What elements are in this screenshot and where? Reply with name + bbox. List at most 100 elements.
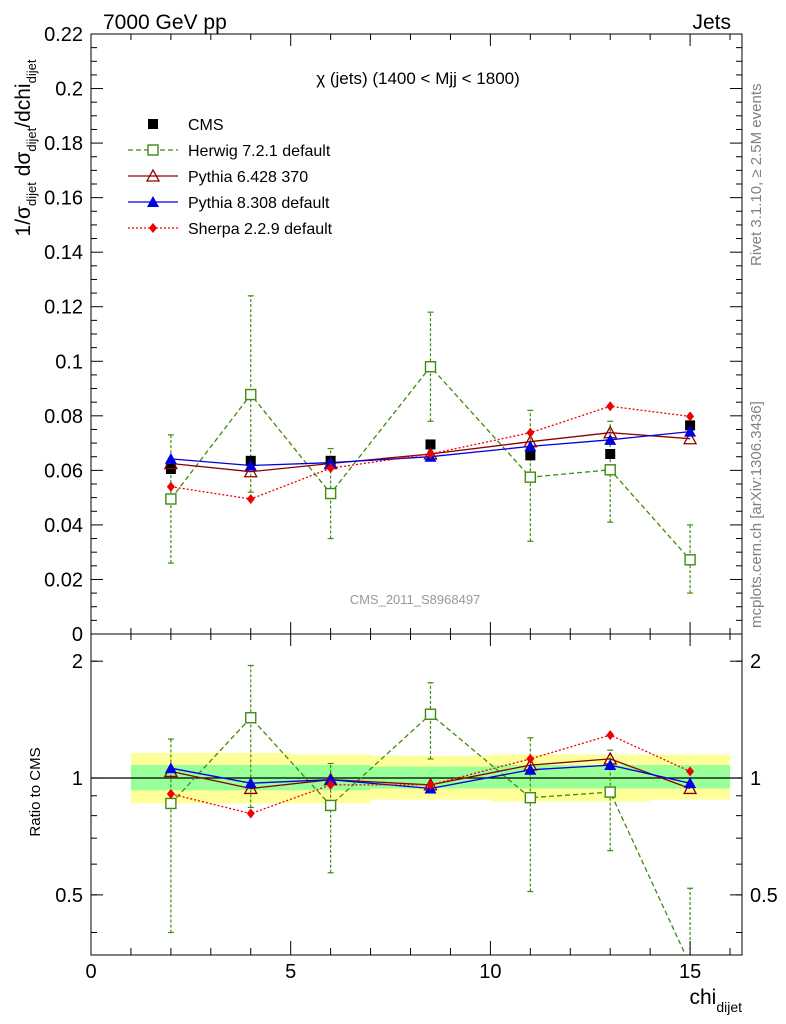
- ratio-point-pythia-8-308-default: [604, 759, 617, 771]
- x-tick-label: 0: [85, 961, 96, 983]
- ratio-point-sherpa-2-2-9-default: [686, 766, 695, 777]
- y-tick-label: 0.18: [44, 133, 83, 155]
- ratio-point-herwig-7-2-1-default: [524, 791, 537, 804]
- main-point-sherpa-2-2-9-default: [526, 427, 535, 438]
- main-point-pythia-8-308-default: [684, 425, 697, 437]
- y-tick-label: 0.04: [44, 515, 83, 537]
- ratio-point-sherpa-2-2-9-default: [326, 779, 335, 790]
- ratio-point-sherpa-2-2-9-default: [606, 730, 615, 741]
- ratio-y-tick-label-right: 1: [750, 768, 761, 790]
- stat-uncertainty-band: [650, 765, 731, 789]
- rivet-label: Rivet 3.1.10, ≥ 2.5M events: [748, 84, 765, 267]
- x-axis-label-part: dijet: [716, 999, 742, 1015]
- analysis-watermark: CMS_2011_S8968497: [350, 592, 481, 607]
- legend-marker: [147, 196, 159, 207]
- ratio-point-pythia-8-308-default: [244, 777, 257, 789]
- main-point-sherpa-2-2-9-default: [166, 481, 175, 492]
- ratio-y-tick-label-right: 0.5: [750, 885, 778, 907]
- y-tick-label: 0: [72, 624, 83, 646]
- mcplots-label: mcplots.cern.ch [arXiv:1306.3436]: [748, 401, 765, 628]
- ratio-panel: 0.5 0.5 1 1 2 2 0 5 10 15 Ratio to CMS chidijet: [27, 633, 778, 1015]
- y-axis-label-part: /dchi: [12, 83, 35, 127]
- legend-label: Sherpa 2.2.9 default: [188, 221, 333, 238]
- legend-label: CMS: [188, 117, 224, 134]
- x-axis-label-part: chi: [689, 986, 716, 1009]
- legend: CMS Herwig 7.2.1 default Pythia 6.428 370 P…: [128, 117, 333, 238]
- main-point-cms: [525, 450, 536, 461]
- y-tick-label: 0.14: [44, 242, 83, 264]
- legend-marker: [147, 144, 159, 156]
- y-axis-label-part: dijet: [24, 182, 39, 206]
- legend-marker: [145, 168, 161, 182]
- main-point-sherpa-2-2-9-default: [606, 401, 615, 412]
- legend-label: Pythia 6.428 370: [188, 169, 308, 186]
- ratio-point-herwig-7-2-1-default: [424, 708, 437, 720]
- ratio-point-sherpa-2-2-9-default: [246, 808, 255, 819]
- main-point-herwig-7-2-1-default: [524, 471, 537, 483]
- legend-marker: [148, 119, 158, 129]
- y-axis-label-part: dσ: [12, 152, 35, 183]
- main-point-sherpa-2-2-9-default: [246, 494, 255, 504]
- main-point-herwig-7-2-1-default: [165, 493, 177, 505]
- y-axis-label-part: dijet: [24, 127, 39, 151]
- main-point-herwig-7-2-1-default: [245, 388, 257, 401]
- ratio-point-herwig-7-2-1-default: [324, 799, 337, 812]
- y-tick-label: 0.08: [44, 406, 83, 428]
- x-tick-label: 5: [285, 961, 296, 983]
- stat-uncertainty-band: [490, 765, 571, 789]
- y-tick-label: 0.12: [44, 297, 83, 319]
- y-tick-label: 0.1: [55, 351, 83, 373]
- y-axis-label-part: dijet: [24, 59, 39, 83]
- main-point-pythia-8-308-default: [324, 456, 337, 468]
- y-tick-label: 0.06: [44, 460, 83, 482]
- ratio-frame: [90, 633, 743, 956]
- legend-marker: [149, 223, 157, 233]
- main-point-herwig-7-2-1-default: [324, 487, 337, 500]
- main-point-pythia-6-428-370: [682, 431, 698, 445]
- main-point-sherpa-2-2-9-default: [426, 449, 435, 459]
- ratio-point-herwig-7-2-1-default: [245, 712, 257, 724]
- legend-label: Herwig 7.2.1 default: [188, 143, 331, 160]
- main-point-pythia-8-308-default: [244, 459, 257, 471]
- main-point-pythia-6-428-370: [243, 464, 258, 478]
- collision-label: 7000 GeV pp: [103, 11, 227, 34]
- main-point-pythia-8-308-default: [524, 440, 537, 452]
- ratio-point-pythia-8-308-default: [324, 773, 337, 785]
- main-panel: 0 0.02 0.04 0.06 0.08 0.1 0.12 0.14 0.16 0.18 0.2 0…: [12, 24, 743, 646]
- main-point-cms: [605, 449, 616, 459]
- main-point-sherpa-2-2-9-default: [326, 463, 335, 474]
- ratio-y-tick-label: 0.5: [55, 885, 83, 907]
- ratio-y-tick-label-right: 2: [750, 651, 761, 673]
- y-tick-label: 0.22: [44, 24, 83, 46]
- stat-uncertainty-band: [570, 765, 651, 789]
- ratio-y-axis-label: Ratio to CMS: [27, 747, 44, 836]
- ratio-point-herwig-7-2-1-default: [165, 797, 177, 810]
- y-tick-label: 0.16: [44, 188, 83, 210]
- ratio-y-tick-label: 1: [72, 768, 83, 790]
- ratio-point-pythia-8-308-default: [524, 763, 537, 775]
- y-axis-label: 1/σdijet dσdijet/dchidijet: [12, 59, 39, 236]
- x-tick-label: 15: [679, 961, 701, 983]
- main-point-herwig-7-2-1-default: [604, 464, 616, 476]
- legend-label: Pythia 8.308 default: [188, 195, 330, 212]
- y-tick-label: 0.02: [44, 569, 83, 591]
- observable-label: Jets: [692, 11, 731, 34]
- main-point-pythia-8-308-default: [164, 452, 177, 464]
- main-point-sherpa-2-2-9-default: [686, 411, 695, 422]
- main-point-pythia-8-308-default: [604, 433, 617, 445]
- ratio-point-sherpa-2-2-9-default: [166, 788, 175, 799]
- x-tick-label: 10: [479, 961, 501, 983]
- y-axis-label-part: 1/σ: [12, 206, 35, 237]
- main-point-herwig-7-2-1-default: [424, 361, 437, 373]
- x-axis-label: chidijet: [689, 986, 742, 1015]
- ratio-point-pythia-8-308-default: [684, 777, 697, 789]
- main-point-herwig-7-2-1-default: [684, 554, 696, 566]
- main-title: χ (jets) (1400 < Mjj < 1800): [316, 69, 520, 88]
- y-tick-label: 0.2: [55, 79, 83, 101]
- ratio-y-tick-label: 2: [72, 651, 83, 673]
- main-point-cms: [685, 420, 696, 431]
- main-point-cms: [425, 439, 436, 450]
- ratio-point-pythia-8-308-default: [164, 762, 177, 774]
- ratio-point-herwig-7-2-1-default: [604, 786, 616, 798]
